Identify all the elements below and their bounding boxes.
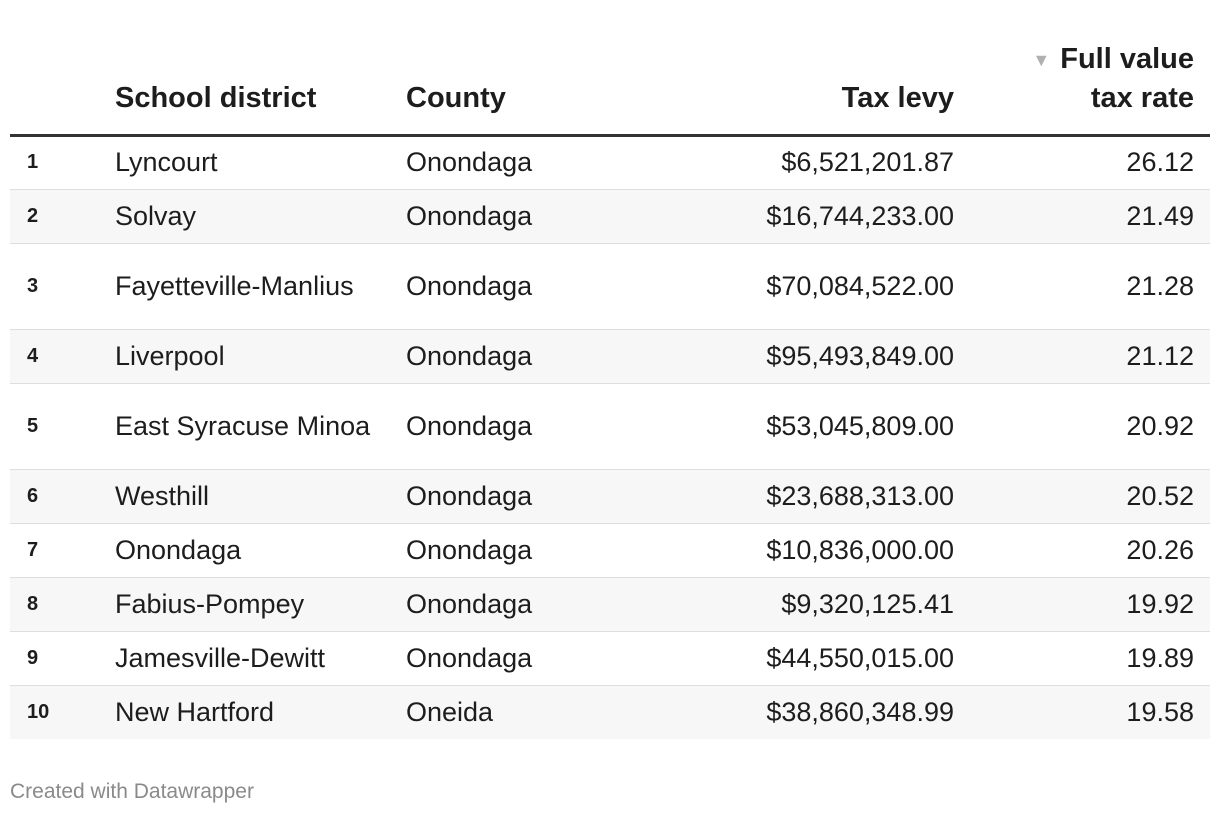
tax-rate-cell: 20.92 (970, 383, 1210, 470)
tax-levy-cell: $9,320,125.41 (646, 577, 970, 632)
tax-levy-cell: $23,688,313.00 (646, 469, 970, 524)
school-district-cell: New Hartford (115, 696, 275, 727)
header-rank[interactable] (10, 0, 115, 137)
table-row: 7 Onondaga Onondaga $10,836,000.00 20.26 (10, 523, 1210, 578)
rank-cell: 7 (10, 523, 115, 578)
county-cell: Onondaga (406, 469, 646, 524)
tax-rate-cell: 26.12 (970, 135, 1210, 190)
header-tax-levy[interactable]: Tax levy (646, 0, 970, 137)
tax-levy-cell: $44,550,015.00 (646, 631, 970, 686)
tax-levy-cell: $6,521,201.87 (646, 135, 970, 190)
table-row: 2 Solvay Onondaga $16,744,233.00 21.49 (10, 189, 1210, 244)
table-row: 6 Westhill Onondaga $23,688,313.00 20.52 (10, 469, 1210, 524)
school-district-cell: Onondaga (115, 523, 406, 578)
county-cell: Onondaga (406, 243, 646, 330)
county-cell: Onondaga (406, 383, 646, 470)
header-rate-line1: Full value (1060, 42, 1194, 75)
county-cell: Onondaga (406, 135, 646, 190)
sort-descending-icon: ▼ (1032, 49, 1051, 70)
tax-rate-cell: 20.26 (970, 523, 1210, 578)
county-cell: Onondaga (406, 329, 646, 384)
tax-rate-table: School district County Tax levy ▼ Full va… (10, 0, 1210, 739)
school-district-cell: Jamesville-Dewitt (115, 631, 406, 686)
header-rate-label: ▼ Full value tax rate (1032, 41, 1194, 116)
table-row: 1 Lyncourt Onondaga $6,521,201.87 26.12 (10, 135, 1210, 190)
rank-cell: 5 (10, 383, 115, 470)
rank-cell: 9 (10, 631, 115, 686)
table-row: 3 Fayetteville-Manlius Onondaga $70,084,522… (10, 243, 1210, 330)
rank-cell: 4 (10, 329, 115, 384)
county-cell: Oneida (406, 696, 494, 727)
school-district-cell: Liverpool (115, 329, 406, 384)
table-body: 1 Lyncourt Onondaga $6,521,201.87 26.12 2 Solv… (10, 135, 1210, 739)
tax-rate-cell: 21.49 (970, 189, 1210, 244)
school-district-cell: Fayetteville-Manlius (115, 243, 406, 330)
table-row: 8 Fabius-Pompey Onondaga $9,320,125.41 19.92 (10, 577, 1210, 632)
table-header-row: School district County Tax levy ▼ Full va… (10, 0, 1210, 137)
datawrapper-credit[interactable]: Created with Datawrapper (10, 780, 254, 803)
table-row: 4 Liverpool Onondaga $95,493,849.00 21.12 (10, 329, 1210, 384)
table-row: 5 East Syracuse Minoa Onondaga $53,045,809.… (10, 383, 1210, 470)
school-district-cell: Westhill (115, 469, 406, 524)
county-cell: Onondaga (406, 631, 646, 686)
tax-levy-cell: $53,045,809.00 (646, 383, 970, 470)
tax-rate-cell: 21.12 (970, 329, 1210, 384)
rank-cell: 3 (10, 243, 115, 330)
tax-rate-cell: 19.58 (1126, 696, 1194, 727)
data-table-container: School district County Tax levy ▼ Full va… (10, 0, 1210, 739)
county-cell: Onondaga (406, 577, 646, 632)
school-district-cell: Fabius-Pompey (115, 577, 406, 632)
county-cell: Onondaga (406, 189, 646, 244)
tax-rate-cell: 20.52 (970, 469, 1210, 524)
school-district-cell: East Syracuse Minoa (115, 383, 406, 470)
rank-cell: 1 (10, 135, 115, 190)
tax-rate-cell: 19.89 (970, 631, 1210, 686)
rank-cell: 8 (10, 577, 115, 632)
table-row: 9 Jamesville-Dewitt Onondaga $44,550,015.00… (10, 631, 1210, 686)
table-row: 10 New Hartford Oneida $38,860,348.99 19.58 (10, 685, 1210, 739)
header-county[interactable]: County (406, 0, 646, 137)
tax-levy-cell: $16,744,233.00 (646, 189, 970, 244)
line-1: ▼ Full value (1032, 43, 1194, 75)
school-district-cell: Solvay (115, 189, 406, 244)
tax-rate-cell: 21.28 (970, 243, 1210, 330)
tax-levy-cell: $95,493,849.00 (646, 329, 970, 384)
rank-cell: 6 (10, 469, 115, 524)
tax-levy-cell: $38,860,348.99 (766, 696, 954, 727)
tax-levy-cell: $70,084,522.00 (646, 243, 970, 330)
header-school-district[interactable]: School district (115, 0, 406, 137)
county-cell: Onondaga (406, 523, 646, 578)
rank-cell: 2 (10, 189, 115, 244)
header-rate-line2: tax rate (1090, 81, 1194, 114)
tax-rate-cell: 19.92 (970, 577, 1210, 632)
rank-cell: 10 (27, 700, 50, 723)
header-full-value-tax-rate[interactable]: ▼ Full value tax rate (970, 0, 1210, 137)
tax-levy-cell: $10,836,000.00 (646, 523, 970, 578)
school-district-cell: Lyncourt (115, 135, 406, 190)
